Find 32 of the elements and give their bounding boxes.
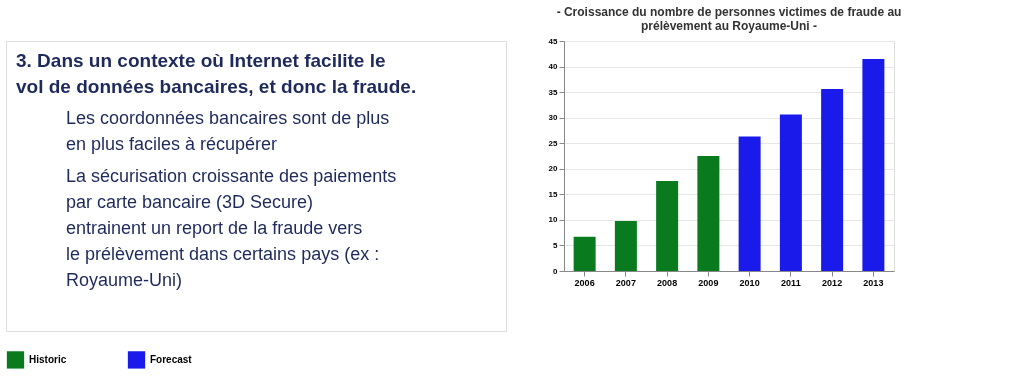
y-tick-label: 10 <box>548 215 559 225</box>
y-tick-label: 15 <box>548 189 559 199</box>
chart-title: - Croissance du nombre de personnes victimes de fraude au prélèvement au Royaume-Uni - <box>556 5 902 33</box>
y-tick-label: 0 <box>553 266 559 276</box>
y-tick-label: 20 <box>548 164 559 174</box>
bar <box>697 156 720 271</box>
bar <box>738 136 761 271</box>
bar <box>614 220 637 271</box>
x-tick-label: 2013 <box>863 277 884 288</box>
bar <box>862 58 885 271</box>
y-tick-label: 40 <box>548 62 559 72</box>
y-tick-label: 45 <box>548 36 559 46</box>
x-tick-label: 2012 <box>822 277 843 288</box>
bar <box>779 114 802 271</box>
text: 3. Dans un contexte où Internet facilite le vol de données bancaires, et donc la fraude. <box>16 50 417 97</box>
bar <box>656 181 679 271</box>
x-tick-label: 2007 <box>615 277 636 288</box>
x-tick-label: 2010 <box>739 277 760 288</box>
x-tick-label: 2008 <box>657 277 678 288</box>
text: Les coordonnées bancaires sont de plus en plus faciles à récupérer <box>66 108 390 154</box>
y-tick-label: 30 <box>548 113 559 123</box>
x-tick-label: 2006 <box>574 277 595 288</box>
legend-label: Forecast <box>150 353 193 365</box>
y-tick-label: 35 <box>548 87 559 97</box>
x-tick-label: 2009 <box>698 277 719 288</box>
bar <box>573 236 596 271</box>
legend-label: Historic <box>29 353 67 365</box>
y-tick-label: 5 <box>553 240 559 250</box>
x-tick-label: 2011 <box>781 277 801 288</box>
bar <box>821 89 844 271</box>
text: La sécurisation croissante des paiements par carte bancaire (3D Secure) entrainent un report de la fraude vers le prélèvement dans certains pays (ex : Royaume-Uni) <box>66 166 397 290</box>
y-tick-label: 25 <box>548 138 559 148</box>
